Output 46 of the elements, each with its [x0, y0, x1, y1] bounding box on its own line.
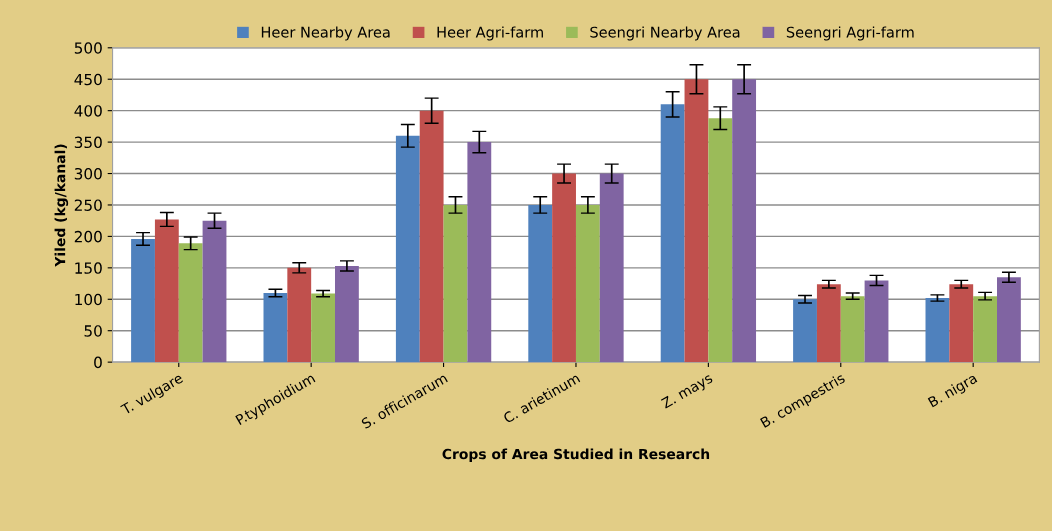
y-tick-label: 450: [74, 73, 102, 86]
y-tick-label: 200: [74, 230, 102, 243]
y-tick-label: 500: [74, 42, 102, 54]
bar: [419, 110, 444, 363]
bar: [949, 284, 974, 363]
bar: [287, 267, 312, 363]
bar: [684, 79, 709, 363]
bar: [395, 135, 420, 363]
bar: [816, 284, 841, 363]
legend-label: Heer Nearby Area: [261, 26, 390, 41]
y-tick-label: 400: [74, 105, 102, 117]
y-tick-label: 150: [75, 262, 102, 274]
bar: [732, 79, 757, 363]
bar: [660, 104, 685, 363]
bar: [443, 204, 468, 363]
y-tick-label: 100: [75, 293, 102, 306]
bar: [467, 142, 492, 363]
bar: [925, 298, 950, 363]
bar: [552, 173, 576, 363]
y-axis-title: Yiled (kg/kanal): [54, 144, 69, 267]
bar: [864, 280, 889, 363]
y-tick-label: 50: [84, 325, 102, 337]
bar: [997, 277, 1021, 363]
y-tick-label: 350: [74, 136, 102, 149]
legend-label: Seengri Agri-farm: [786, 26, 914, 41]
y-tick-label: 300: [74, 168, 102, 180]
x-tick-label: B. nigra: [927, 372, 979, 410]
y-tick-label: 250: [74, 199, 102, 211]
bar: [840, 296, 865, 363]
bar: [178, 243, 203, 363]
bar: [263, 292, 288, 363]
bar: [973, 296, 998, 363]
x-axis-title: Crops of Area Studied in Research: [442, 448, 710, 462]
bar: [708, 118, 733, 363]
y-tick-label: 0: [94, 356, 102, 369]
legend-label: Heer Agri-farm: [437, 26, 543, 41]
bar: [793, 299, 817, 363]
bar: [202, 220, 227, 363]
bar: [599, 173, 624, 363]
bar: [335, 265, 359, 363]
legend-label: Seengri Nearby Area: [590, 26, 740, 41]
bar: [311, 293, 335, 363]
bar: [154, 219, 179, 363]
bar: [575, 204, 600, 363]
bar: [131, 238, 155, 363]
bar: [528, 204, 553, 363]
